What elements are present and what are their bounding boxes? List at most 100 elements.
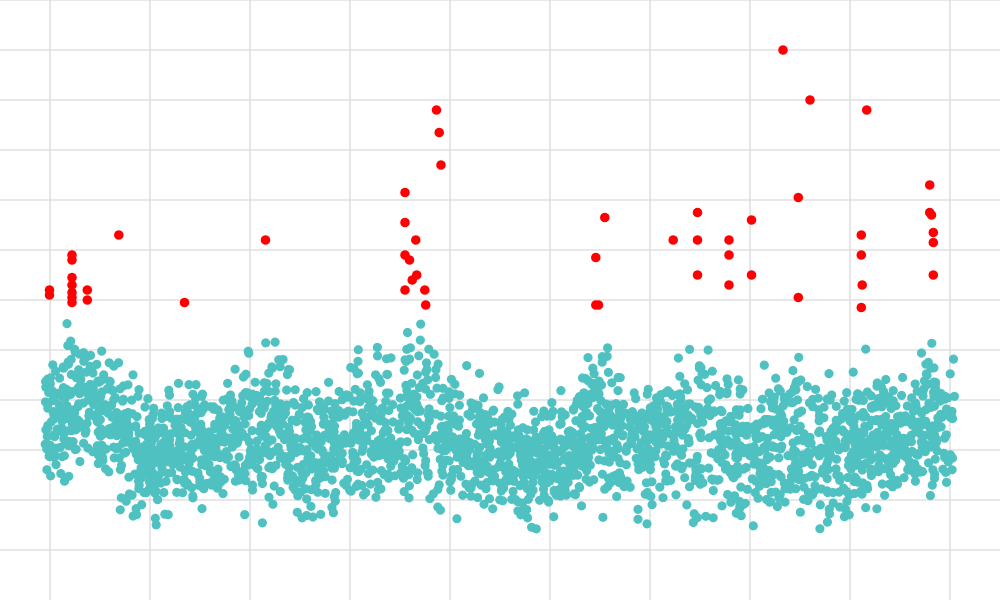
teal-point <box>144 469 154 479</box>
teal-point <box>193 469 203 479</box>
teal-point <box>775 490 785 500</box>
teal-point <box>421 358 432 368</box>
teal-point <box>621 460 631 470</box>
teal-point <box>771 422 781 433</box>
teal-point <box>119 417 129 427</box>
teal-point <box>267 363 277 373</box>
teal-point <box>71 414 81 425</box>
teal-point <box>293 491 303 501</box>
teal-point <box>735 389 745 399</box>
red-point <box>114 230 124 240</box>
teal-point <box>913 449 923 459</box>
red-point <box>692 270 703 280</box>
teal-point <box>163 446 173 456</box>
teal-point <box>118 394 128 404</box>
teal-point <box>570 490 581 500</box>
red-point <box>857 280 867 290</box>
teal-point <box>772 501 783 512</box>
teal-point <box>172 475 182 485</box>
red-point <box>692 207 703 218</box>
teal-point <box>642 519 652 529</box>
teal-point <box>904 434 914 444</box>
teal-point <box>381 396 391 406</box>
teal-point <box>187 483 197 493</box>
teal-point <box>849 488 860 499</box>
teal-point <box>941 430 951 440</box>
teal-point <box>897 390 907 400</box>
red-point <box>724 250 734 260</box>
teal-point <box>349 364 359 374</box>
teal-point <box>625 415 635 425</box>
teal-point <box>458 490 468 500</box>
teal-point <box>84 411 94 421</box>
teal-point <box>450 419 460 429</box>
teal-point <box>510 494 521 505</box>
red-point <box>400 285 410 295</box>
teal-point <box>696 428 706 438</box>
teal-point <box>581 474 591 484</box>
teal-point <box>474 368 485 378</box>
red-point <box>179 297 190 308</box>
teal-point <box>789 445 799 455</box>
teal-point <box>302 412 312 422</box>
teal-point <box>284 463 294 473</box>
teal-point <box>862 387 873 397</box>
teal-point <box>186 448 196 458</box>
red-point <box>668 235 678 245</box>
teal-point <box>567 435 578 445</box>
teal-point <box>402 437 412 447</box>
teal-point <box>788 386 798 397</box>
teal-point <box>618 399 629 409</box>
teal-point <box>723 426 733 436</box>
teal-point <box>517 498 528 508</box>
teal-point <box>58 409 68 419</box>
teal-point <box>314 397 325 407</box>
teal-point <box>118 438 128 448</box>
teal-point <box>109 361 119 371</box>
red-point <box>856 302 867 313</box>
red-point <box>793 192 804 203</box>
teal-point <box>289 415 299 425</box>
teal-point <box>490 429 500 439</box>
teal-point <box>320 471 330 482</box>
teal-point <box>603 367 614 377</box>
teal-point <box>639 426 649 436</box>
teal-point <box>210 451 220 461</box>
teal-point <box>496 486 506 496</box>
teal-point <box>927 480 937 490</box>
teal-point <box>842 404 853 414</box>
red-point <box>793 292 804 303</box>
red-point <box>600 212 610 223</box>
teal-point <box>607 378 617 388</box>
teal-point <box>227 442 237 452</box>
teal-point <box>680 379 690 389</box>
red-point <box>411 235 421 245</box>
teal-point <box>842 487 852 497</box>
red-point <box>404 255 415 265</box>
teal-point <box>274 355 284 365</box>
teal-point <box>785 484 795 494</box>
teal-point <box>524 484 535 494</box>
teal-point <box>241 369 251 379</box>
teal-point <box>173 378 184 388</box>
teal-point <box>104 467 114 477</box>
teal-point <box>75 456 85 467</box>
teal-point <box>807 460 817 470</box>
teal-point <box>754 433 764 443</box>
teal-point <box>51 366 61 376</box>
teal-point <box>429 432 439 442</box>
teal-point <box>898 372 908 383</box>
teal-point <box>195 440 205 450</box>
teal-point <box>872 442 882 452</box>
teal-point <box>238 471 249 481</box>
teal-point <box>475 427 485 437</box>
teal-point <box>442 455 452 465</box>
teal-point <box>407 425 417 435</box>
teal-point <box>374 374 384 384</box>
teal-point <box>723 438 733 448</box>
red-point <box>67 272 77 283</box>
teal-point <box>107 400 117 410</box>
teal-point <box>299 394 309 404</box>
teal-point <box>919 384 929 394</box>
teal-point <box>513 391 523 401</box>
